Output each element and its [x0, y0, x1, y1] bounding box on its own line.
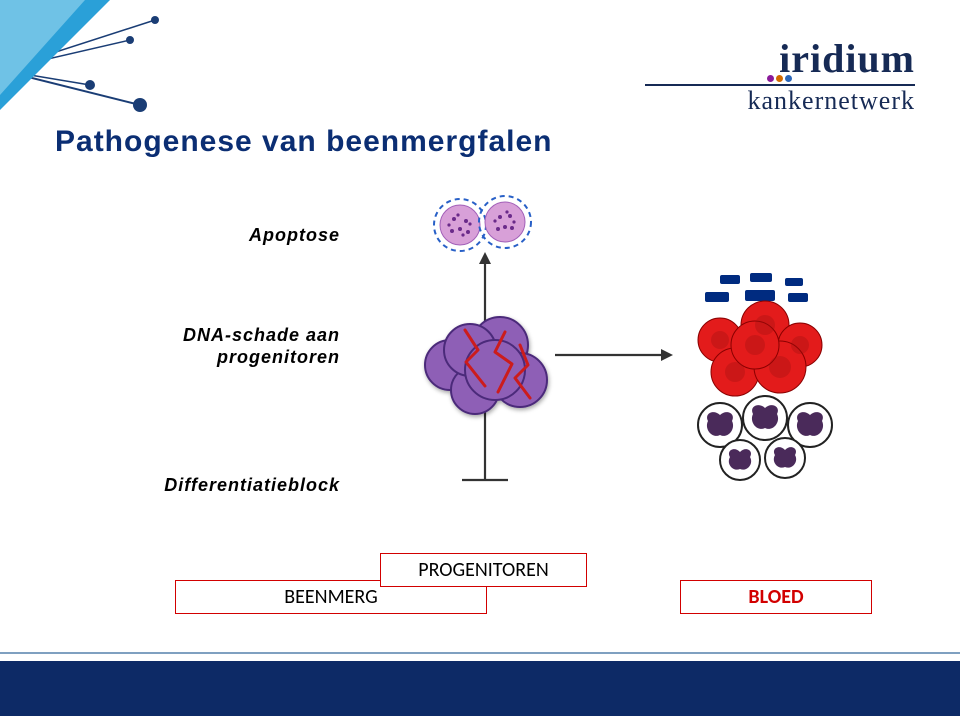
- logo-main-text: iridium: [779, 36, 915, 81]
- slide: { "title": { "text": "Pathogenese van be…: [0, 0, 960, 716]
- footer-line: [0, 652, 960, 654]
- blood-cells: [698, 273, 832, 480]
- page-title: Pathogenese van beenmergfalen: [55, 125, 553, 159]
- apoptose-cells: [434, 196, 531, 251]
- label-diff: Differentiatieblock: [60, 475, 340, 496]
- progenitor-cluster: [425, 317, 547, 414]
- logo-dots-icon: [767, 45, 794, 92]
- label-dna: DNA-schade aan progenitoren: [80, 325, 340, 368]
- logo: iridium kankernetwerk: [645, 35, 915, 116]
- logo-main: iridium: [779, 35, 915, 82]
- footer-bar: [0, 661, 960, 716]
- corner-network: [0, 0, 159, 112]
- label-apoptose: Apoptose: [110, 225, 340, 246]
- box-bloed: BLOED: [680, 580, 872, 614]
- box-progenitoren: PROGENITOREN: [380, 553, 587, 587]
